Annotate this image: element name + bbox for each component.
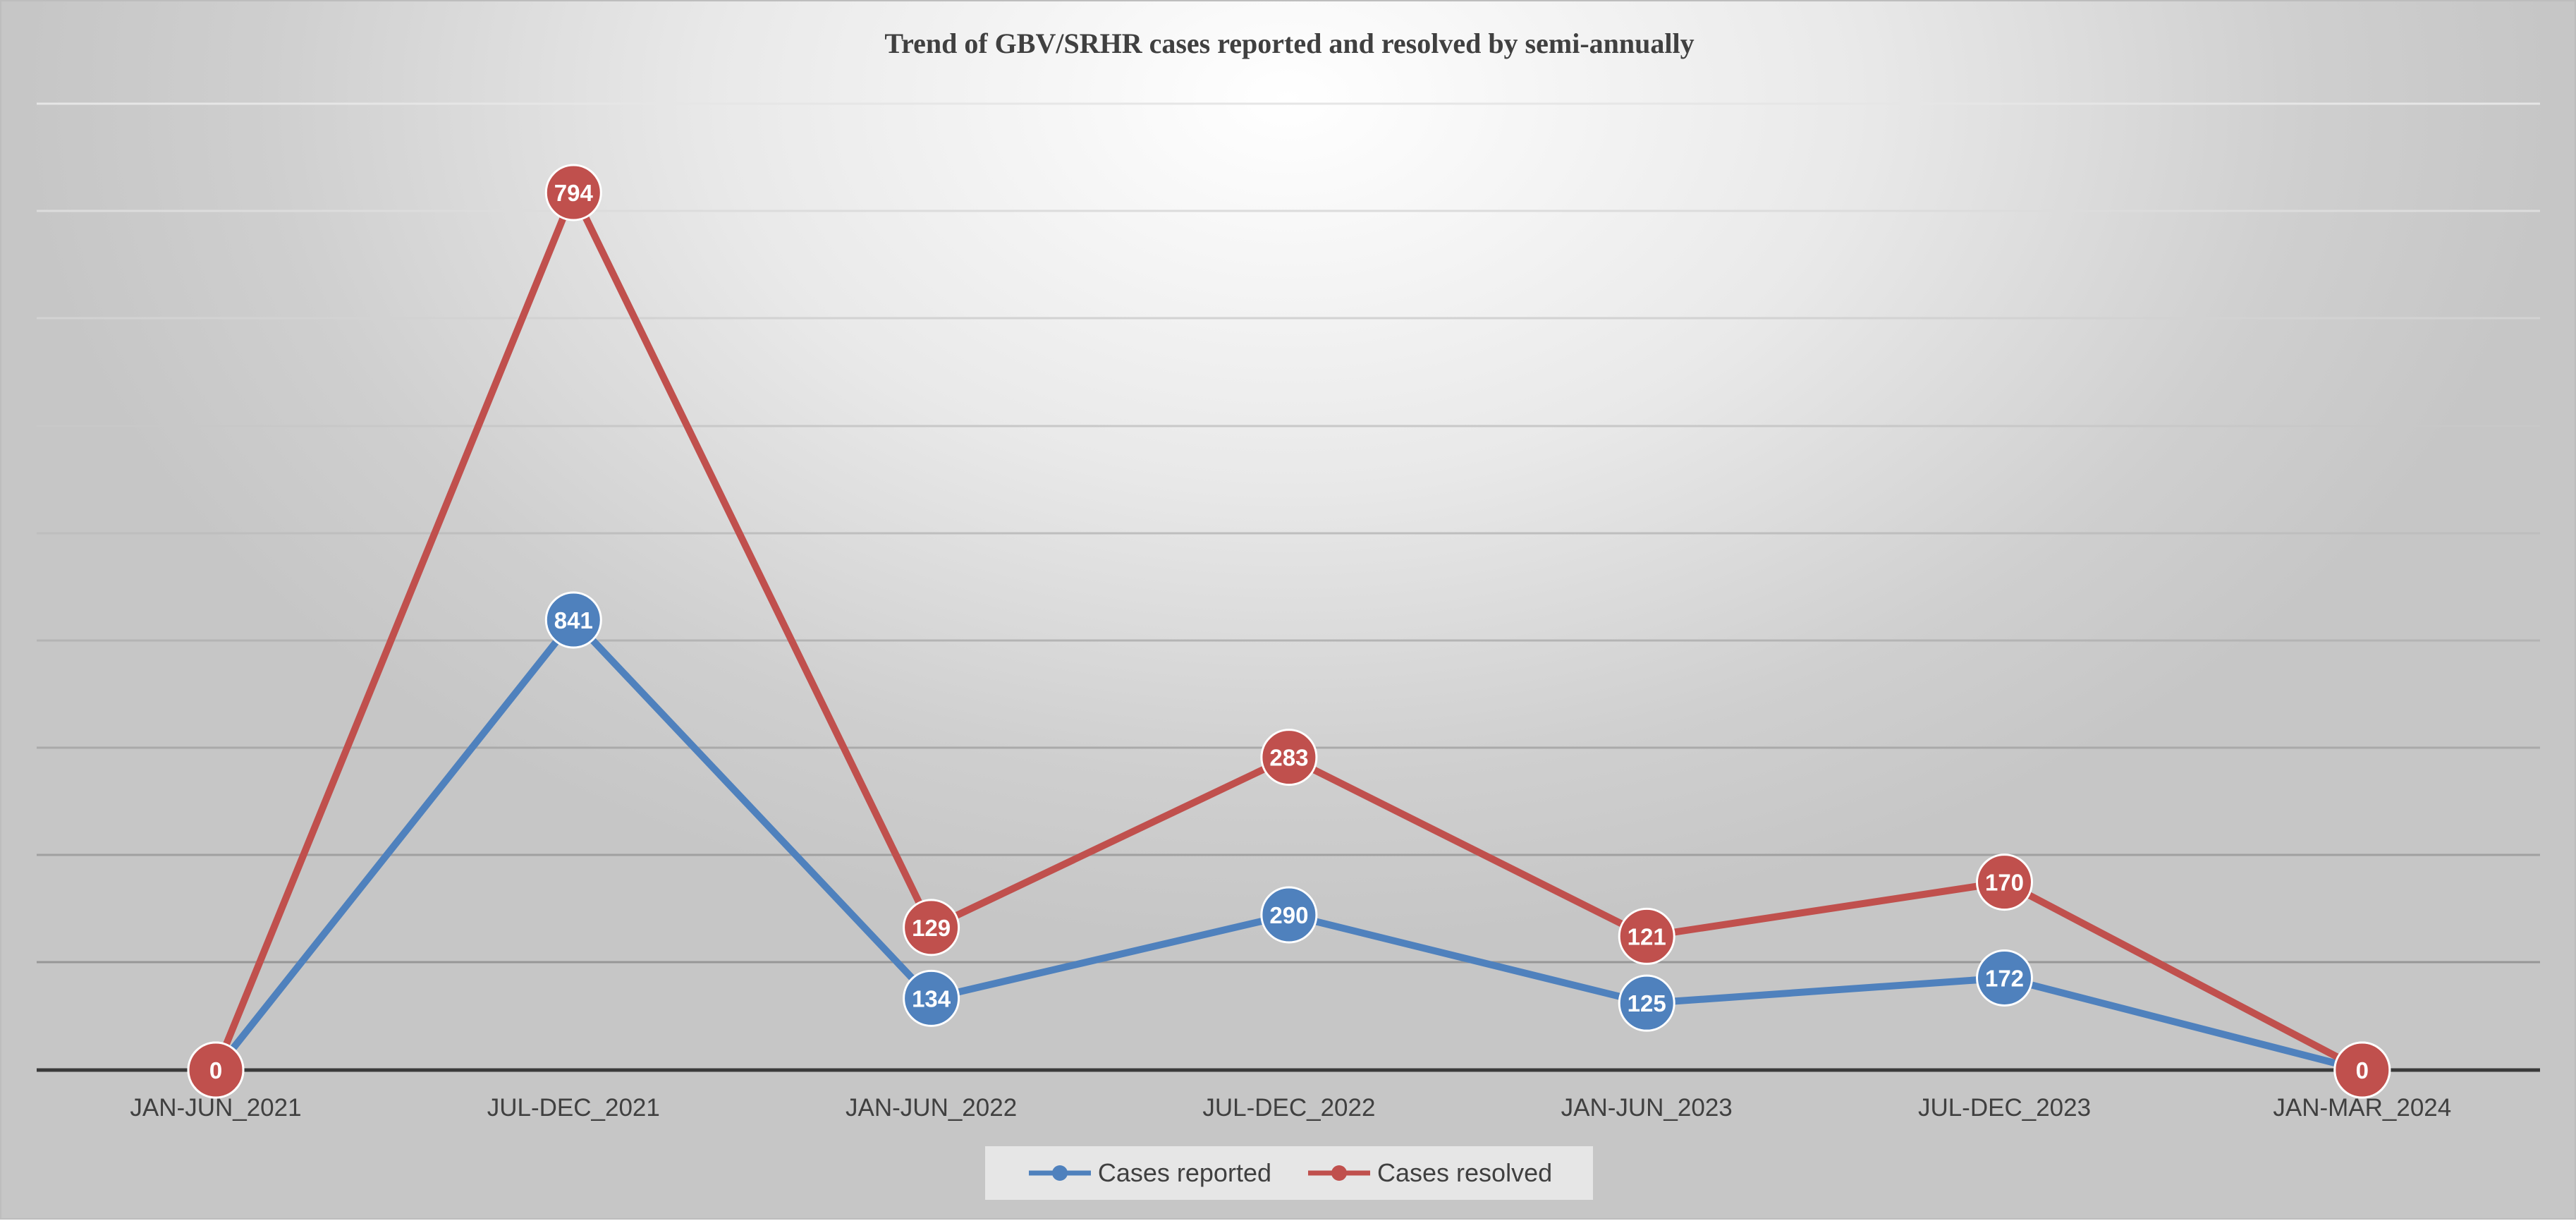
series-1-label-0: 0 (209, 1057, 222, 1083)
legend-label-reported: Cases reported (1097, 1158, 1271, 1187)
series-1-label-5: 170 (1985, 870, 2024, 896)
series-1-point-5 (1976, 854, 2033, 911)
series-line-0 (212, 616, 2366, 1074)
series-1-point-4 (1618, 907, 1675, 965)
legend: Cases reported Cases resolved (985, 1146, 1593, 1200)
legend-label-resolved: Cases resolved (1377, 1158, 1553, 1187)
series-1-point-0 (187, 1041, 245, 1099)
series-1-label-2: 129 (912, 915, 951, 941)
series-1-label-1: 794 (554, 180, 594, 206)
x-tick-label-4: JAN-JUN_2023 (1561, 1094, 1733, 1122)
series-0-label-5: 172 (1985, 966, 2024, 992)
legend-marker-resolved (1308, 1165, 1370, 1181)
series-0-point-3 (1260, 886, 1318, 944)
series-0-label-3: 290 (1269, 902, 1308, 928)
series-1-point-6 (2333, 1041, 2391, 1099)
series-1-label-4: 121 (1628, 923, 1666, 949)
x-tick-label-5: JUL-DEC_2023 (1918, 1094, 2091, 1122)
x-tick-label-1: JUL-DEC_2021 (487, 1094, 660, 1122)
x-tick-label-2: JAN-JUN_2022 (846, 1094, 1017, 1122)
series-0-label-1: 841 (554, 607, 593, 633)
legend-item-reported: Cases reported (1026, 1158, 1271, 1188)
x-tick-label-3: JUL-DEC_2022 (1202, 1094, 1375, 1122)
series-0-point-4 (1618, 974, 1675, 1032)
series-1-label-3: 283 (1269, 745, 1308, 771)
series-0-label-4: 125 (1628, 990, 1666, 1016)
legend-item-resolved: Cases resolved (1305, 1158, 1552, 1188)
series-1-point-1 (544, 164, 602, 221)
series-1-point-2 (903, 899, 960, 956)
series-0-point-5 (1976, 949, 2033, 1007)
chart-title: Trend of GBV/SRHR cases reported and res… (884, 28, 1695, 59)
series-1-point-3 (1260, 729, 1318, 786)
series-0-point-1 (544, 591, 602, 649)
series-0-point-2 (903, 969, 960, 1027)
series-0-label-2: 134 (912, 985, 951, 1012)
legend-marker-reported (1028, 1165, 1091, 1181)
series-1-label-6: 0 (2356, 1057, 2369, 1083)
